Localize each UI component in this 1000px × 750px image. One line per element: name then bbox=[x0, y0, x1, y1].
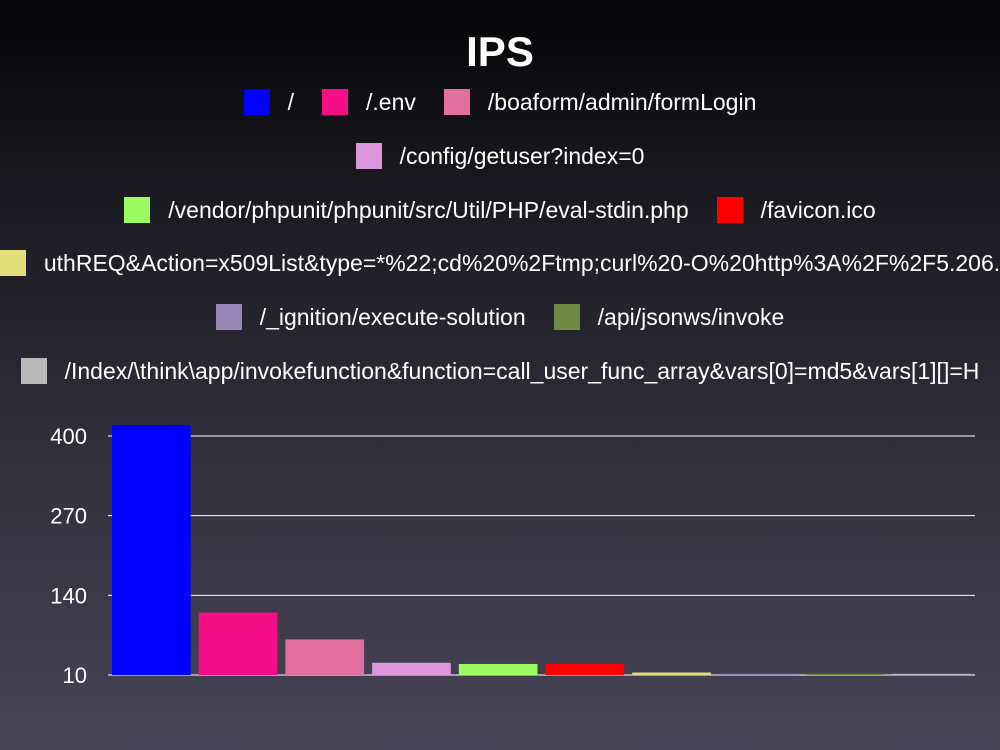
legend-label: /_ignition/execute-solution bbox=[259, 304, 526, 330]
legend-item[interactable]: uthREQ&Action=x509List&type=*%22;cd%20%2… bbox=[0, 248, 1000, 278]
bar[interactable] bbox=[198, 612, 278, 675]
bar[interactable] bbox=[545, 663, 625, 675]
legend-label: / bbox=[287, 89, 295, 115]
legend-item[interactable]: /config/getuser?index=0 bbox=[355, 141, 645, 171]
legend-item[interactable]: /.env bbox=[322, 87, 416, 117]
legend-swatch bbox=[20, 358, 47, 384]
legend-label: /config/getuser?index=0 bbox=[399, 143, 645, 169]
legend-swatch bbox=[716, 197, 743, 223]
legend-item[interactable]: /favicon.ico bbox=[716, 195, 876, 225]
legend-label: /api/jsonws/invoke bbox=[597, 304, 785, 330]
legend-label: /favicon.ico bbox=[760, 197, 876, 223]
legend-swatch bbox=[0, 250, 26, 276]
bar[interactable] bbox=[372, 662, 451, 675]
legend-item[interactable]: / bbox=[243, 87, 295, 117]
legend-row: / /.env/boaform/admin/formLogin bbox=[0, 87, 1000, 117]
legend-row: uthREQ&Action=x509List&type=*%22;cd%20%2… bbox=[0, 248, 1000, 278]
legend-row: /vendor/phpunit/phpunit/src/Util/PHP/eva… bbox=[0, 195, 1000, 225]
legend-label: uthREQ&Action=x509List&type=*%22;cd%20%2… bbox=[43, 250, 1000, 276]
bar[interactable] bbox=[892, 673, 971, 675]
bar[interactable] bbox=[458, 663, 538, 675]
bar[interactable] bbox=[805, 673, 885, 675]
legend-label: /vendor/phpunit/phpunit/src/Util/PHP/eva… bbox=[168, 197, 689, 223]
legend-item[interactable]: /_ignition/execute-solution bbox=[215, 302, 526, 332]
y-tick-label: 140 bbox=[50, 583, 87, 608]
bar[interactable] bbox=[112, 424, 191, 675]
bar[interactable] bbox=[718, 673, 798, 675]
bar[interactable] bbox=[285, 639, 365, 675]
legend-swatch bbox=[443, 89, 470, 115]
legend-item[interactable]: /vendor/phpunit/phpunit/src/Util/PHP/eva… bbox=[124, 195, 689, 225]
legend-swatch bbox=[322, 89, 349, 115]
legend-swatch bbox=[355, 143, 382, 169]
legend-swatch bbox=[215, 304, 242, 330]
legend-label: /Index/\think\app/invokefunction&functio… bbox=[64, 358, 980, 384]
legend-row: /Index/\think\app/invokefunction&functio… bbox=[0, 356, 1000, 386]
legend-row: /config/getuser?index=0 bbox=[0, 141, 1000, 171]
legend-swatch bbox=[243, 89, 270, 115]
legend-item[interactable]: /api/jsonws/invoke bbox=[553, 302, 785, 332]
legend-row: /_ignition/execute-solution/api/jsonws/i… bbox=[0, 302, 1000, 332]
chart-title: IPS bbox=[466, 28, 534, 75]
legend-swatch bbox=[124, 197, 151, 223]
legend-item[interactable]: /Index/\think\app/invokefunction&functio… bbox=[20, 356, 980, 386]
y-tick-label: 10 bbox=[63, 663, 87, 688]
legend-item[interactable]: /boaform/admin/formLogin bbox=[443, 87, 757, 117]
bar[interactable] bbox=[632, 672, 711, 675]
legend-swatch bbox=[553, 304, 580, 330]
y-tick-label: 270 bbox=[50, 504, 87, 529]
y-tick-label: 400 bbox=[50, 424, 87, 449]
legend-label: /.env bbox=[366, 89, 416, 115]
legend-label: /boaform/admin/formLogin bbox=[487, 89, 757, 115]
